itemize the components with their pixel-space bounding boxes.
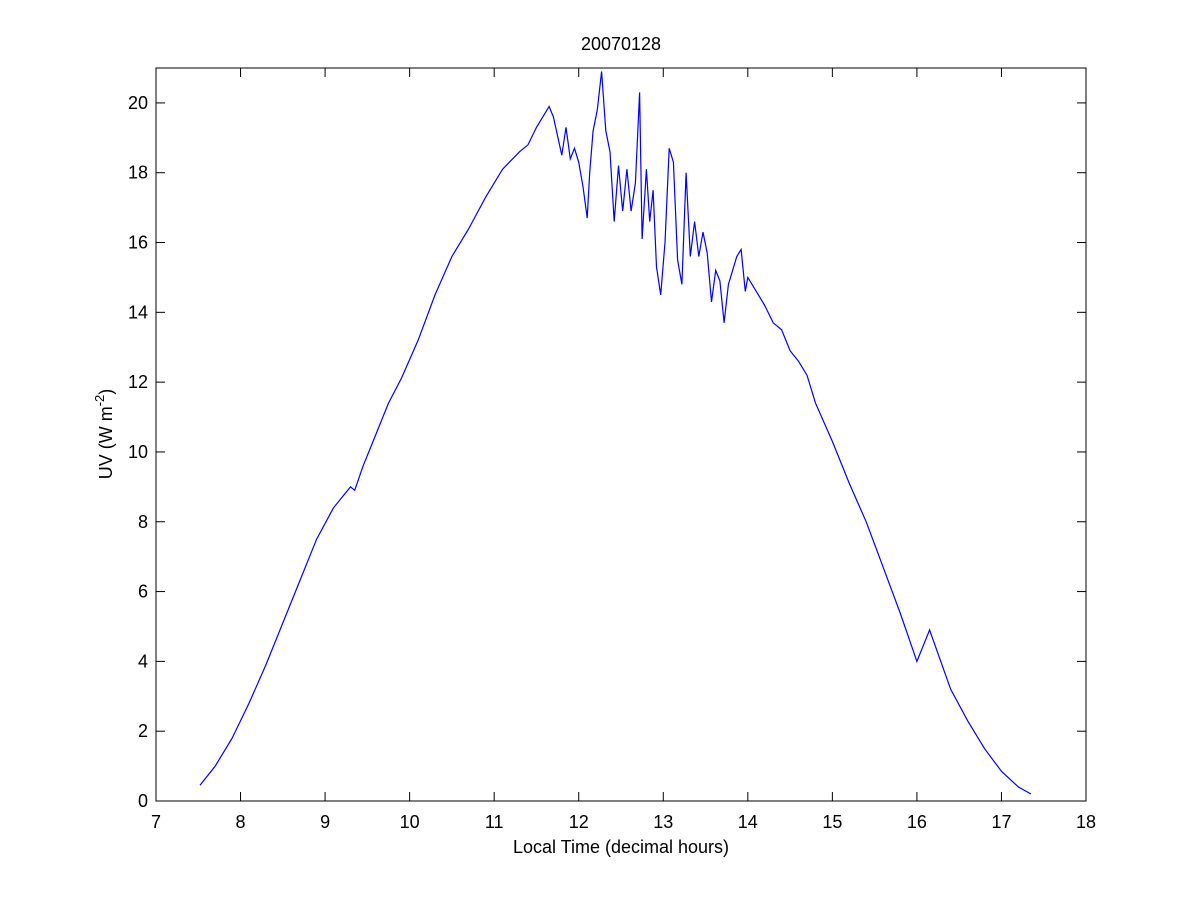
x-tick-label: 9 — [320, 812, 330, 832]
y-tick-label: 16 — [128, 233, 148, 253]
y-axis-label-close: ) — [96, 389, 116, 395]
uv-series-line — [199, 71, 1032, 795]
x-tick-label: 10 — [400, 812, 420, 832]
y-tick-label: 6 — [138, 582, 148, 602]
x-axis-label: Local Time (decimal hours) — [513, 837, 729, 857]
plot-area — [155, 67, 1087, 802]
chart-title: 20070128 — [581, 34, 661, 54]
x-tick-label: 18 — [1076, 812, 1096, 832]
y-axis-label-superscript: -2 — [92, 395, 107, 407]
y-tick-label: 2 — [138, 721, 148, 741]
y-axis-label-main: UV (W m — [96, 406, 116, 479]
x-tick-label: 14 — [738, 812, 758, 832]
x-tick-label: 16 — [907, 812, 927, 832]
y-tick-label: 4 — [138, 651, 148, 671]
y-tick-label: 12 — [128, 372, 148, 392]
y-tick-label: 0 — [138, 791, 148, 811]
y-tick-label: 18 — [128, 163, 148, 183]
x-tick-label: 8 — [236, 812, 246, 832]
x-tick-label: 13 — [653, 812, 673, 832]
x-tick-label: 11 — [485, 812, 504, 832]
y-tick-label: 20 — [128, 93, 148, 113]
y-tick-label: 10 — [128, 442, 148, 462]
y-axis-label: UV (W m-2) — [92, 389, 116, 480]
y-tick-label: 8 — [138, 512, 148, 532]
x-tick-label: 15 — [822, 812, 842, 832]
x-tick-label: 17 — [991, 812, 1011, 832]
x-tick-label: 12 — [569, 812, 589, 832]
axis-tick-labels: 7 8 9 10 11 12 13 14 15 16 17 18 0 2 4 6 8 10 12 14 16 18 20 — [128, 93, 1096, 832]
y-tick-label: 14 — [128, 302, 148, 322]
x-tick-label: 7 — [151, 812, 161, 832]
axis-ticks — [155, 68, 1087, 802]
